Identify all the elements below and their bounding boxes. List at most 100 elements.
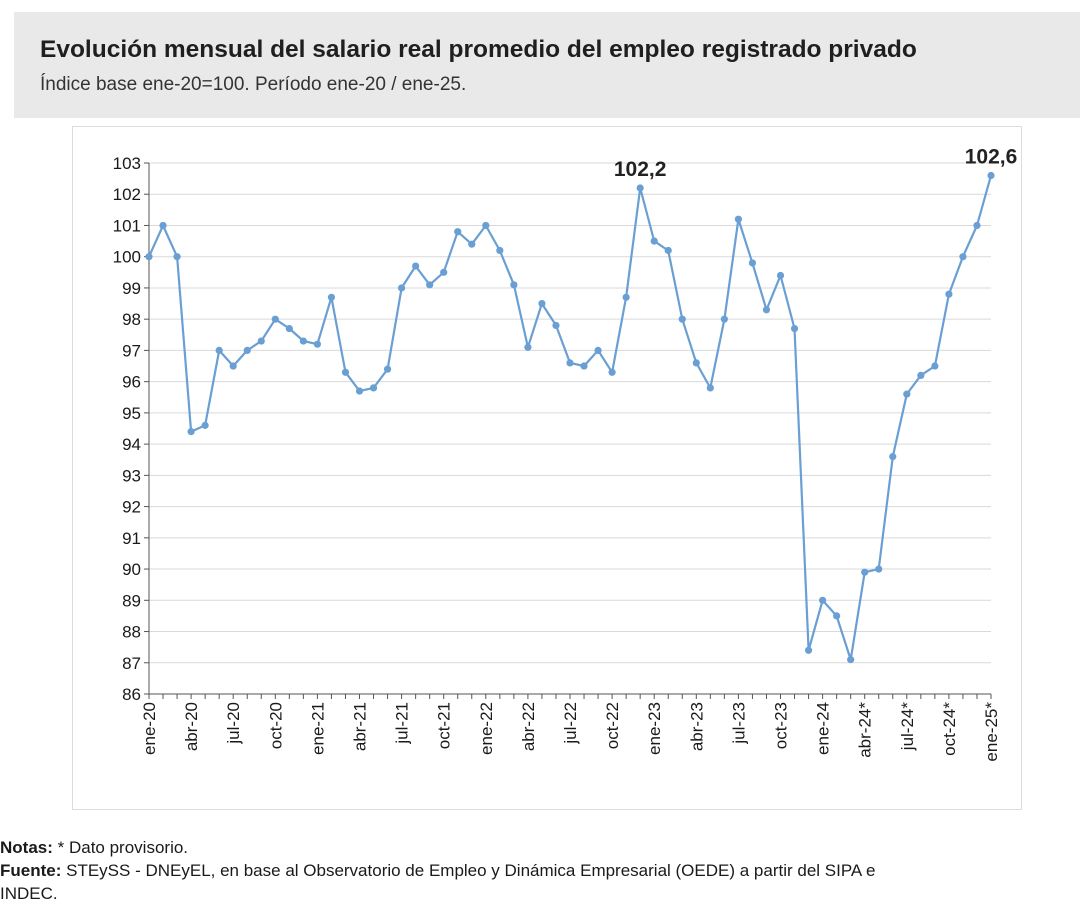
data-point: [790, 324, 799, 333]
source-line-2: INDEC.: [0, 882, 1080, 905]
source-label: Fuente:: [0, 861, 62, 880]
data-point: [833, 612, 841, 620]
data-point: [608, 368, 616, 376]
x-tick-label: abr-22: [519, 702, 538, 751]
x-tick-label: jul-21: [393, 702, 412, 745]
data-point: [285, 324, 293, 333]
source-text-2: INDEC.: [0, 884, 58, 903]
y-tick-label: 102: [113, 185, 141, 204]
data-point: [566, 359, 574, 367]
data-point: [875, 565, 883, 573]
data-point: [383, 365, 392, 373]
chart-header: Evolución mensual del salario real prome…: [14, 12, 1080, 118]
x-tick-label: abr-23: [687, 702, 706, 751]
data-point: [594, 346, 602, 355]
data-point: [861, 568, 869, 576]
data-point: [369, 384, 378, 392]
data-point: [959, 253, 967, 261]
x-tick-label: ene-20: [140, 702, 159, 755]
y-tick-label: 100: [113, 248, 141, 267]
data-point: [440, 268, 448, 276]
data-point: [762, 306, 771, 314]
data-point: [524, 343, 532, 351]
data-point: [917, 371, 925, 379]
x-tick-label: ene-25*: [982, 702, 1001, 762]
x-tick-label: jul-20: [224, 702, 243, 745]
series-line: [147, 175, 993, 661]
data-point: [327, 293, 336, 301]
y-tick-label: 87: [122, 654, 141, 673]
data-point: [355, 387, 364, 395]
chart-subtitle: Índice base ene-20=100. Período ene-20 /…: [40, 74, 467, 95]
data-point: [159, 221, 167, 230]
x-tick-label: oct-22: [603, 702, 622, 749]
source-line: Fuente: STEySS - DNEyEL, en base al Obse…: [0, 859, 1080, 882]
y-tick-label: 95: [122, 404, 141, 423]
data-point: [945, 290, 953, 298]
y-tick-label: 93: [122, 466, 141, 485]
x-tick-label: ene-22: [477, 702, 496, 755]
x-tick-label: ene-21: [308, 702, 327, 755]
notes-label: Notas:: [0, 838, 53, 857]
data-label: 102,2: [614, 158, 667, 181]
y-tick-label: 89: [122, 591, 141, 610]
x-tick-label: jul-23: [729, 702, 748, 745]
data-point: [987, 171, 995, 180]
data-point: [889, 453, 897, 461]
data-point: [706, 384, 714, 392]
data-point: [734, 215, 743, 223]
data-point: [468, 240, 476, 248]
chart-frame: [72, 126, 1022, 810]
data-point: [622, 293, 630, 301]
data-label: 102,6: [965, 145, 1018, 168]
data-point: [580, 362, 588, 370]
x-tick-label: oct-21: [435, 702, 454, 749]
data-point: [257, 337, 265, 345]
data-point: [552, 321, 560, 330]
data-point: [496, 246, 504, 255]
data-point: [215, 346, 223, 355]
data-point: [426, 281, 434, 289]
data-point: [538, 299, 546, 308]
data-point: [229, 362, 237, 370]
data-point: [201, 421, 209, 429]
data-point: [482, 221, 490, 230]
x-tick-label: oct-24*: [940, 702, 959, 756]
x-tick-label: abr-21: [351, 702, 370, 751]
data-point: [664, 246, 672, 255]
data-point: [313, 340, 321, 348]
data-point: [973, 221, 981, 230]
y-tick-label: 88: [122, 623, 141, 642]
x-tick-label: ene-24: [814, 702, 833, 755]
x-tick-label: oct-20: [266, 702, 285, 749]
data-point: [720, 315, 728, 323]
data-point: [650, 237, 658, 245]
data-point: [454, 228, 462, 236]
notes-line: Notas: * Dato provisorio.: [0, 836, 1080, 859]
data-point: [931, 362, 939, 370]
notes-block: Notas: * Dato provisorio. Fuente: STEySS…: [0, 836, 1080, 905]
data-point: [187, 428, 195, 436]
data-point: [173, 253, 181, 261]
x-tick-label: jul-24*: [898, 702, 917, 752]
y-tick-label: 92: [122, 498, 141, 517]
data-point: [819, 596, 827, 604]
y-tick-label: 103: [113, 154, 141, 173]
y-tick-label: 99: [122, 279, 141, 298]
data-point: [748, 259, 757, 267]
notes-text: * Dato provisorio.: [52, 838, 189, 857]
source-text: STEySS - DNEyEL, en base al Observatorio…: [61, 861, 876, 880]
data-point: [412, 262, 420, 270]
x-tick-label: ene-23: [645, 702, 664, 755]
data-point: [398, 284, 406, 292]
y-tick-label: 91: [122, 529, 141, 548]
data-point: [636, 184, 644, 192]
data-point: [299, 337, 307, 345]
data-point: [847, 656, 855, 664]
y-tick-label: 101: [113, 216, 141, 235]
data-point: [243, 346, 251, 355]
data-point: [271, 315, 279, 323]
data-point: [776, 271, 785, 280]
y-tick-label: 94: [122, 435, 141, 454]
